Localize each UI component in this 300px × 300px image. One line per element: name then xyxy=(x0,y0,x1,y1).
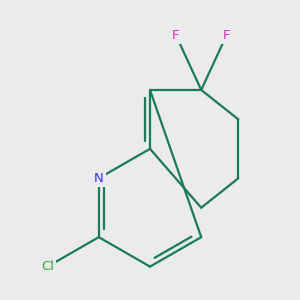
Text: N: N xyxy=(94,172,104,185)
Text: F: F xyxy=(223,29,230,42)
Text: F: F xyxy=(172,29,180,42)
Text: Cl: Cl xyxy=(41,260,54,273)
